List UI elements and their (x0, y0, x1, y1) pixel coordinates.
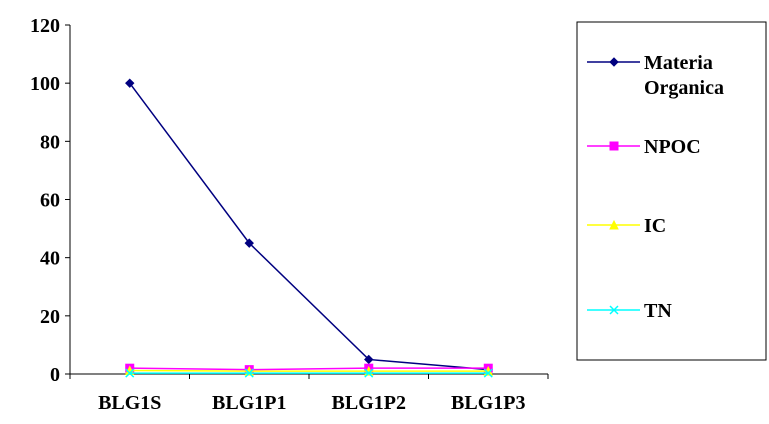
marker-stroke (483, 368, 493, 378)
legend-marker (609, 57, 619, 67)
x-tick-label: BLG1S (98, 392, 161, 414)
x-tick-label: BLG1P1 (212, 392, 286, 414)
chart-axes: 0 20 40 60 80 100 120 BLG1S BLG1P1 BLG1P2 BLG1P3 (30, 15, 549, 414)
legend-marker (609, 219, 619, 230)
data-point-tn (125, 368, 135, 378)
marker-stroke (364, 368, 374, 378)
y-tick-label: 120 (30, 15, 60, 37)
legend-item-tn: TN (587, 300, 672, 322)
y-tick-label: 20 (40, 306, 60, 328)
legend-label: IC (644, 215, 666, 237)
y-tick-label: 60 (40, 190, 60, 212)
data-point-materia-organica (364, 354, 374, 365)
data-point-materia-organica (125, 78, 135, 88)
legend-marker (609, 141, 619, 151)
data-point-tn (364, 368, 374, 378)
y-tick-label: 80 (40, 131, 60, 153)
chart-legend: Materia Organica NPOC IC TN (576, 21, 767, 361)
data-point-materia-organica (244, 238, 254, 248)
series-line-materia-organica (129, 82, 489, 371)
series-line-ic (129, 369, 489, 372)
data-point-tn (483, 368, 493, 378)
legend-label: Organica (644, 77, 724, 99)
legend-box (576, 21, 767, 361)
marker-stroke (125, 368, 135, 378)
y-tick-label: 0 (50, 364, 60, 386)
legend-item-ic: IC (587, 215, 666, 237)
legend-item-materia-organica: Materia Organica (587, 52, 724, 99)
legend-label: NPOC (644, 136, 701, 158)
x-tick-label: BLG1P2 (332, 392, 406, 414)
legend-label: Materia (644, 52, 713, 74)
y-tick-label: 40 (40, 248, 60, 270)
x-tick-label: BLG1P3 (451, 392, 525, 414)
data-point-tn (244, 368, 254, 378)
marker-stroke (609, 305, 619, 315)
series-line-npoc (129, 367, 489, 371)
y-tick-label: 100 (30, 73, 60, 95)
legend-marker (609, 305, 619, 315)
legend-item-npoc: NPOC (587, 136, 701, 158)
legend-label: TN (644, 300, 672, 322)
chart-series (124, 78, 494, 378)
marker-stroke (244, 368, 254, 378)
